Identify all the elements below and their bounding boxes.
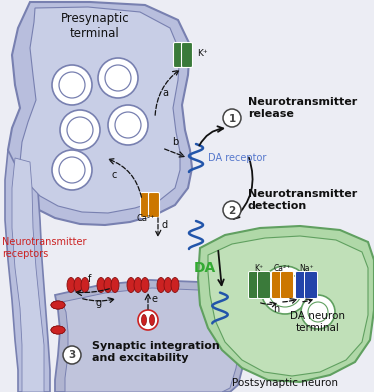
Circle shape xyxy=(301,295,335,329)
Circle shape xyxy=(67,117,93,143)
Circle shape xyxy=(63,346,81,364)
Ellipse shape xyxy=(51,301,65,309)
Circle shape xyxy=(105,65,131,91)
Polygon shape xyxy=(12,158,44,392)
Circle shape xyxy=(59,72,85,98)
Text: Presynaptic
terminal: Presynaptic terminal xyxy=(61,12,129,40)
FancyBboxPatch shape xyxy=(304,272,318,298)
Circle shape xyxy=(98,58,138,98)
Circle shape xyxy=(138,310,158,330)
FancyBboxPatch shape xyxy=(280,272,294,298)
FancyBboxPatch shape xyxy=(174,42,184,67)
Text: e: e xyxy=(152,294,158,304)
Circle shape xyxy=(261,266,309,314)
Circle shape xyxy=(108,105,148,145)
FancyBboxPatch shape xyxy=(248,272,261,298)
Ellipse shape xyxy=(51,301,65,309)
Text: a: a xyxy=(162,88,168,98)
Text: g: g xyxy=(96,298,102,308)
Ellipse shape xyxy=(171,278,179,292)
Ellipse shape xyxy=(51,301,65,309)
FancyBboxPatch shape xyxy=(295,272,309,298)
Text: K⁺: K⁺ xyxy=(254,264,264,273)
Polygon shape xyxy=(55,280,248,392)
Polygon shape xyxy=(5,150,50,392)
Ellipse shape xyxy=(134,278,142,292)
Ellipse shape xyxy=(157,278,165,292)
Ellipse shape xyxy=(127,278,135,292)
Text: Synaptic integration
and excitability: Synaptic integration and excitability xyxy=(92,341,220,363)
Polygon shape xyxy=(198,226,374,382)
Ellipse shape xyxy=(51,326,65,334)
Text: Neurotransmitter
detection: Neurotransmitter detection xyxy=(248,189,357,211)
FancyBboxPatch shape xyxy=(181,42,193,67)
Circle shape xyxy=(52,65,92,105)
Ellipse shape xyxy=(67,278,75,292)
Ellipse shape xyxy=(104,278,112,292)
Text: c: c xyxy=(112,170,117,180)
Ellipse shape xyxy=(51,326,65,334)
FancyBboxPatch shape xyxy=(272,272,285,298)
Text: f: f xyxy=(88,274,91,284)
Text: DA receptor: DA receptor xyxy=(208,153,266,163)
Circle shape xyxy=(223,109,241,127)
FancyBboxPatch shape xyxy=(141,192,151,218)
Ellipse shape xyxy=(150,314,154,325)
Ellipse shape xyxy=(74,278,82,292)
FancyBboxPatch shape xyxy=(148,192,159,218)
Text: h: h xyxy=(273,304,279,314)
Text: Neurotransmitter
release: Neurotransmitter release xyxy=(248,97,357,119)
Circle shape xyxy=(268,273,302,307)
Circle shape xyxy=(115,112,141,138)
Text: Neurotransmitter
receptors: Neurotransmitter receptors xyxy=(2,237,86,259)
Ellipse shape xyxy=(51,326,65,334)
Text: 3: 3 xyxy=(68,350,76,361)
Text: 1: 1 xyxy=(229,114,236,123)
Text: Ca²⁺: Ca²⁺ xyxy=(137,214,155,223)
Circle shape xyxy=(223,201,241,219)
Ellipse shape xyxy=(164,278,172,292)
Text: Ca²⁺: Ca²⁺ xyxy=(273,264,291,273)
Text: d: d xyxy=(162,220,168,230)
Text: Postsynaptic neuron: Postsynaptic neuron xyxy=(232,378,338,388)
Ellipse shape xyxy=(111,278,119,292)
Polygon shape xyxy=(20,7,180,213)
Ellipse shape xyxy=(97,278,105,292)
Ellipse shape xyxy=(81,278,89,292)
Ellipse shape xyxy=(141,314,147,325)
Text: Na⁺: Na⁺ xyxy=(300,264,314,273)
Ellipse shape xyxy=(141,278,149,292)
Polygon shape xyxy=(208,236,368,376)
Text: K⁺: K⁺ xyxy=(197,49,208,58)
Circle shape xyxy=(59,157,85,183)
Text: DA neuron
terminal: DA neuron terminal xyxy=(291,311,346,333)
Circle shape xyxy=(52,150,92,190)
Text: b: b xyxy=(172,137,178,147)
Text: DA: DA xyxy=(194,261,216,275)
Polygon shape xyxy=(8,2,192,225)
Circle shape xyxy=(308,302,328,322)
Circle shape xyxy=(60,110,100,150)
FancyBboxPatch shape xyxy=(258,272,270,298)
Polygon shape xyxy=(62,288,240,392)
Text: 2: 2 xyxy=(229,205,236,216)
